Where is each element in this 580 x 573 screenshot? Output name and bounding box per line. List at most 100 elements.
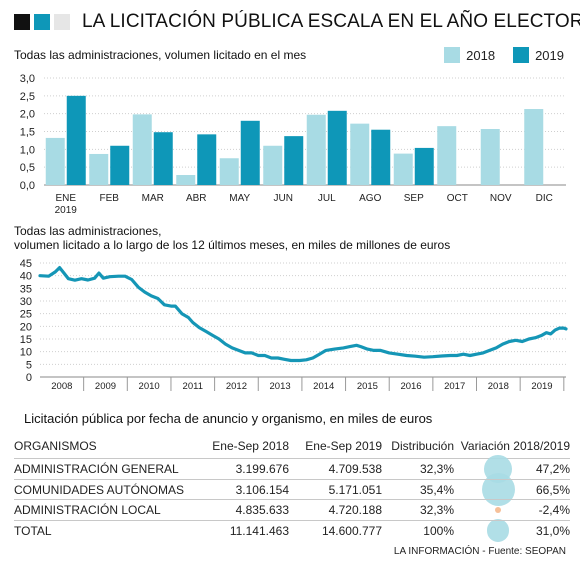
line-x-tick-label: 2014 <box>313 381 334 392</box>
bar-x-tick-label: DIC <box>536 193 553 204</box>
legend-item-2018: 2018 <box>444 47 495 63</box>
legend-label-2019: 2019 <box>535 47 564 63</box>
bar-x-tick-label: OCT <box>447 193 468 204</box>
line-x-tick-label: 2008 <box>51 381 72 392</box>
bar-x-tick-sublabel: 2019 <box>55 205 78 216</box>
bar-chart-subtitle: Todas las administraciones, volumen lici… <box>14 48 307 62</box>
bar-2018-oct <box>437 126 457 185</box>
bar-x-tick-label: MAY <box>229 193 250 204</box>
line-x-tick-label: 2009 <box>95 381 116 392</box>
line-y-tick-label: 45 <box>20 258 32 270</box>
table-header-organismos: ORGANISMOS <box>14 439 97 453</box>
table-row: COMUNIDADES AUTÓNOMAS 3.106.154 5.171.05… <box>14 480 570 500</box>
bar-2019-may <box>240 120 260 185</box>
bar-2019-abr <box>197 134 217 185</box>
row-distribution: 32,3% <box>419 503 454 517</box>
row-name: COMUNIDADES AUTÓNOMAS <box>14 482 185 497</box>
bar-x-tick-label: ENE <box>55 193 76 204</box>
row-name: TOTAL <box>14 523 52 538</box>
bar-2018-jul <box>306 114 326 185</box>
bar-x-tick-label: JUL <box>318 193 336 204</box>
row-variation: 31,0% <box>535 523 570 538</box>
line-y-tick-label: 10 <box>20 347 32 359</box>
bar-x-tick-label: NOV <box>490 193 512 204</box>
bar-x-tick-label: FEB <box>100 193 120 204</box>
line-y-tick-label: 25 <box>20 309 32 321</box>
line-x-tick-label: 2016 <box>400 381 421 392</box>
bar-x-tick-label: ABR <box>186 193 207 204</box>
line-y-tick-label: 15 <box>20 334 32 346</box>
line-x-tick-label: 2015 <box>357 381 378 392</box>
source-footer: LA INFORMACIÓN - Fuente: SEOPAN <box>393 546 566 557</box>
line-chart-subtitle-1: Todas las administraciones, <box>14 224 162 238</box>
bar-2018-may <box>219 158 239 185</box>
line-y-tick-label: 20 <box>20 321 32 333</box>
bar-x-tick-label: SEP <box>404 193 424 204</box>
line-series <box>38 266 568 363</box>
variation-bubble <box>486 519 510 542</box>
bar-y-tick-label: 2,0 <box>20 109 35 121</box>
bar-2018-sep <box>393 153 413 185</box>
row-value-2018: 4.835.633 <box>235 503 289 517</box>
legend-item-2019: 2019 <box>513 47 564 63</box>
bar-2018-ene <box>45 137 65 185</box>
table-header-variacion: Variación 2018/2019 <box>460 439 570 453</box>
bar-y-tick-label: 0,5 <box>20 162 35 174</box>
bar-2019-jun <box>284 136 304 185</box>
line-x-tick-label: 2012 <box>226 381 247 392</box>
line-y-tick-label: 5 <box>26 359 32 371</box>
line-x-tick-label: 2013 <box>270 381 291 392</box>
table-header-distribucion: Distribución <box>391 439 454 453</box>
legend-label-2018: 2018 <box>466 47 496 63</box>
row-value-2018: 3.199.676 <box>235 462 289 476</box>
table-header-2019: Ene-Sep 2019 <box>305 439 382 453</box>
bar-x-tick-label: JUN <box>274 193 293 204</box>
line-y-tick-label: 0 <box>26 372 32 384</box>
row-value-2018: 3.106.154 <box>235 482 289 497</box>
line-chart-subtitle-2: volumen licitado a lo largo de los 12 úl… <box>14 238 451 252</box>
bar-2018-feb <box>89 153 109 185</box>
bar-x-tick-label: MAR <box>142 193 164 204</box>
bar-2019-ago <box>371 129 391 185</box>
line-y-tick-label: 30 <box>20 296 32 308</box>
row-distribution: 32,3% <box>419 462 454 476</box>
line-x-tick-label: 2017 <box>444 381 465 392</box>
row-variation: 47,2% <box>535 462 570 476</box>
chart-header: LA LICITACIÓN PÚBLICA ESCALA EN EL AÑO E… <box>14 9 580 35</box>
bar-2019-jul <box>327 110 347 185</box>
bar-2018-jun <box>263 145 283 185</box>
header-square-dark <box>14 14 30 30</box>
row-variation: -2,4% <box>538 503 570 517</box>
bar-y-tick-label: 1,0 <box>20 144 35 156</box>
bar-y-tick-label: 2,5 <box>20 91 35 103</box>
legend-swatch-2019 <box>513 47 530 63</box>
bar-chart-legend: 2018 2019 <box>426 47 564 63</box>
line-x-tick-label: 2018 <box>488 381 509 392</box>
line-x-tick-label: 2011 <box>183 381 203 392</box>
bar-2019-ene <box>66 95 86 185</box>
header-square-light <box>54 14 70 30</box>
row-value-2018: 11.141.463 <box>229 523 289 538</box>
bar-2018-abr <box>176 175 196 185</box>
bar-2018-nov <box>480 129 500 185</box>
bar-x-tick-label: AGO <box>359 193 381 204</box>
variation-bubble <box>494 506 502 514</box>
bar-2018-dic <box>524 109 544 185</box>
page-title: LA LICITACIÓN PÚBLICA ESCALA EN EL AÑO E… <box>82 11 580 32</box>
table-subtitle: Licitación pública por fecha de anuncio … <box>24 411 433 426</box>
organismos-table: ORGANISMOS Ene-Sep 2018 Ene-Sep 2019 Dis… <box>14 436 570 542</box>
row-value-2019: 4.720.188 <box>328 503 382 517</box>
row-value-2019: 4.709.538 <box>328 462 382 476</box>
bar-y-tick-label: 3,0 <box>20 73 35 85</box>
line-y-tick-label: 40 <box>20 271 32 283</box>
variation-bubble <box>481 473 515 506</box>
table-row: ADMINISTRACIÓN GENERAL 3.199.676 4.709.5… <box>14 459 570 480</box>
header-square-accent <box>34 14 50 30</box>
table-row-total: TOTAL 11.141.463 14.600.777 100% 31,0% <box>14 521 570 541</box>
bar-2018-mar <box>132 114 152 185</box>
bar-2018-ago <box>350 123 370 185</box>
line-y-tick-label: 35 <box>20 283 32 295</box>
